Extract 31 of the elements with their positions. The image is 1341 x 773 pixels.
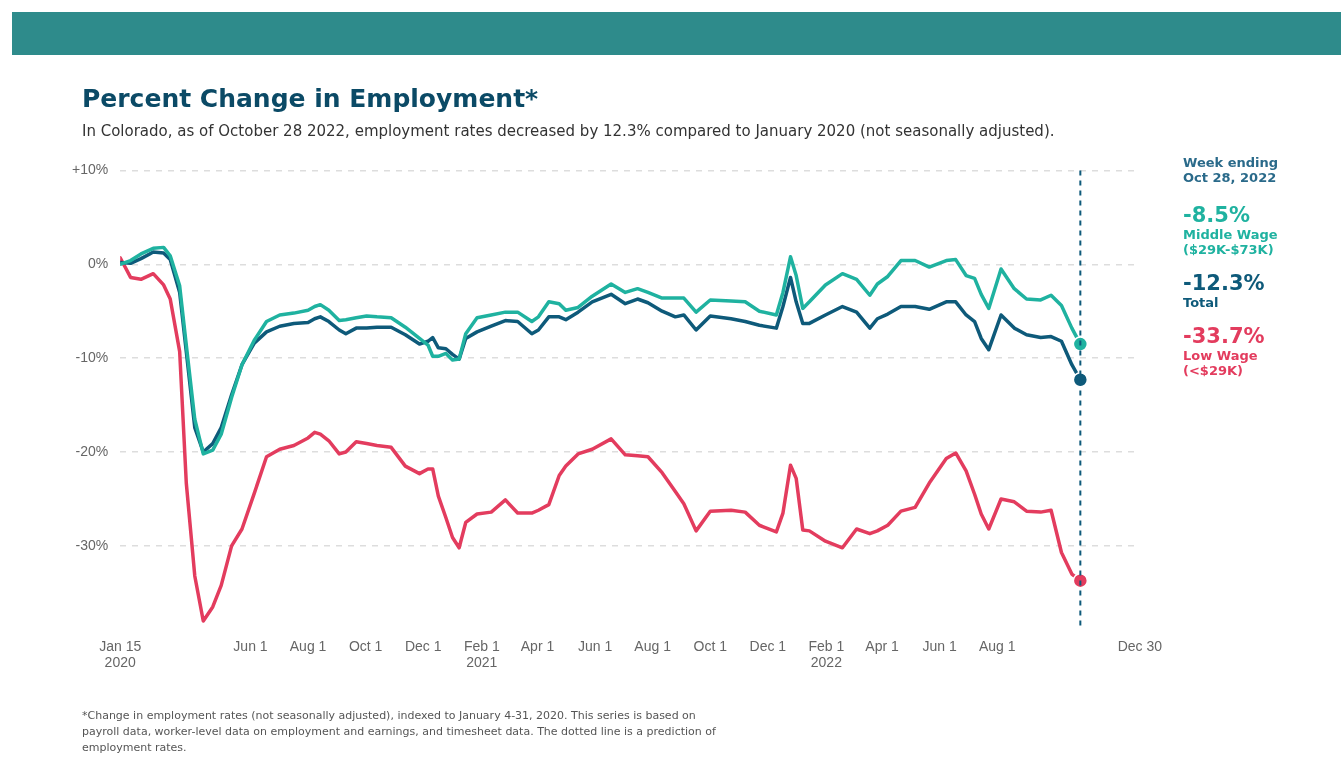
text: Middle Wage ($29K-$73K) [1183,227,1279,257]
y-tick-label: -10% [75,349,109,366]
text: -33.7% [1183,324,1266,348]
x-tick-label: Feb 1 2021 [463,637,500,671]
x-tick-label: Dec 1 [404,637,442,654]
text: Total [1183,295,1220,310]
x-tick-label: Apr 1 [865,637,900,654]
ref-line-label: Week ending Oct 28, 2022 [1183,155,1280,185]
x-tick-label: Jun 1 [577,637,613,654]
x-tick-label: Aug 1 [634,637,672,654]
x-tick-label: Oct 1 [693,637,728,654]
x-tick-label: Aug 1 [978,637,1016,654]
chart-title: Percent Change in Employment* [82,84,539,113]
chart-subtitle: In Colorado, as of October 28 2022, employment rates decreased by 12.3% compared to January 2020 (not seasonally adjusted). [82,122,1055,140]
x-tick-label: Dec 1 [749,637,787,654]
x-tick-label: Jun 1 [233,637,268,654]
y-tick-label: -30% [75,536,109,553]
x-tick-label: Oct 1 [348,637,383,654]
x-tick-label: Jan 15 2020 [99,637,142,671]
y-tick-label: -20% [75,442,109,459]
y-tick-label: +10% [71,161,109,178]
x-tick-label: Aug 1 [289,637,327,654]
text: *Change in employment rates (not seasonally adjusted), indexed to January 4-31, 2020. This series is based on payroll data, worker-level data on employment and earnings, and timesheet data. The dotted line is a prediction of employment rates. [82,708,717,756]
x-tick-label: Dec 30 [1117,637,1163,654]
x-tick-label: Jun 1 [922,637,958,654]
text: -8.5% [1183,203,1251,227]
text: Low Wage (<$29K) [1183,348,1259,378]
y-tick-label: 0% [87,255,109,272]
x-tick-label: Feb 1 2022 [808,637,845,671]
x-tick-label: Apr 1 [520,637,555,654]
text: -12.3% [1183,271,1266,295]
